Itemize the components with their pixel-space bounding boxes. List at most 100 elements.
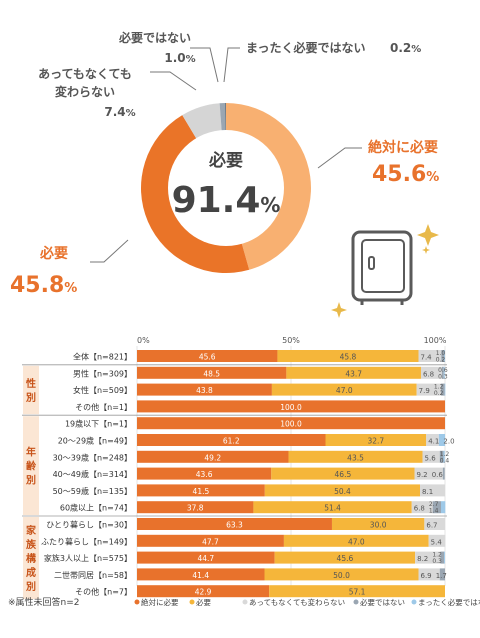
sparkle-icon <box>331 302 347 318</box>
leader-line-absolutely <box>318 148 362 168</box>
axis-tick-label: 0% <box>137 336 150 345</box>
label-not-at-all-name: まったく必要ではない <box>246 40 366 55</box>
bar-value-label: 32.7 <box>368 437 385 446</box>
bar-segment-not-at-all <box>441 501 445 513</box>
row-label: 19歳以下【n=1】 <box>65 419 132 429</box>
row-label: 男性【n=309】 <box>73 368 132 378</box>
row-label: 30～39歳【n=248】 <box>53 452 132 462</box>
bar-value-label: 8.1 <box>422 488 433 496</box>
bar-value-label: 49.2 <box>204 453 221 462</box>
bar-row: その他【n=1】100.0 <box>75 400 445 412</box>
bar-value-label: 44.7 <box>197 554 214 563</box>
bar-value-label: 4.1 <box>428 438 439 446</box>
bar-value-label: 0.3 <box>432 558 442 565</box>
bar-segment-not-at-all <box>444 552 445 564</box>
leader-line-either <box>150 72 196 90</box>
refrigerator-icon <box>353 232 411 305</box>
bar-value-label: 2.0 <box>443 438 454 446</box>
bar-value-label: 50.4 <box>334 487 351 496</box>
legend-label: あってもなくても変わらない <box>249 597 345 607</box>
legend-label: 絶対に必要 <box>141 597 179 607</box>
row-label: 50～59歳【n=135】 <box>53 486 132 496</box>
legend-label: まったく必要ではない <box>418 597 480 607</box>
axis-tick-label: 100% <box>424 336 447 345</box>
legend-marker <box>190 600 195 605</box>
leader-line-not-at-all <box>224 48 240 82</box>
row-label: 40～49歳【n=314】 <box>53 469 132 479</box>
bar-value-label: 6.8 <box>414 505 425 513</box>
bar-row: その他【n=7】 42.9 57.1 <box>75 585 445 597</box>
footnote: ※属性未回答n=2 <box>8 596 80 608</box>
legend-marker <box>354 600 359 605</box>
group-label-box <box>23 366 39 414</box>
bar-value-label: 48.5 <box>203 369 220 378</box>
bar-value-label: 0.4 <box>440 457 450 464</box>
label-absolutely-name: 絶対に必要 <box>368 139 438 156</box>
bar-value-label: 45.6 <box>337 554 354 563</box>
label-needed-name: 必要 <box>39 245 68 262</box>
bar-value-label: 30.0 <box>370 521 387 530</box>
legend-marker <box>243 600 248 605</box>
group-label: 年齢別 <box>25 446 37 487</box>
bar-value-label: 1.4 <box>429 508 439 515</box>
group-label: 家族構成別 <box>25 524 37 593</box>
bar-value-label: 0.2 <box>436 357 446 364</box>
bar-value-label: 8.2 <box>417 555 428 563</box>
row-label: その他【n=7】 <box>75 587 132 597</box>
legend-label: 必要 <box>196 597 211 607</box>
bar-value-label: 5.6 <box>425 454 437 462</box>
bar-value-label: 100.0 <box>280 420 302 429</box>
bar-value-label: 43.5 <box>347 453 364 462</box>
row-label: 全体【n=821】 <box>73 352 132 362</box>
label-not-needed-value: 1.0% <box>164 51 195 65</box>
bar-value-label: 45.6 <box>199 353 216 362</box>
legend-label: 必要ではない <box>360 597 405 607</box>
sparkle-icon <box>417 224 439 246</box>
bar-value-label: 0.2 <box>434 390 444 397</box>
label-not-needed-name: 必要ではない <box>118 30 191 45</box>
bar-value-label: 41.4 <box>192 571 209 580</box>
row-label: ひとり暮らし【n=30】 <box>46 520 132 530</box>
label-either-line2: 変わらない <box>55 84 115 99</box>
row-label: 家族3人以上【n=575】 <box>44 553 132 563</box>
bar-value-label: 57.1 <box>349 588 366 597</box>
legend-marker <box>412 600 417 605</box>
bar-value-label: 47.0 <box>336 386 353 395</box>
row-label: 60歳以上【n=74】 <box>60 503 132 513</box>
legend: 絶対に必要 必要 あってもなくても変わらない 必要ではない まったく必要ではない <box>135 597 480 607</box>
label-either-value: 7.4% <box>104 105 135 119</box>
bar-value-label: 100.0 <box>280 403 302 412</box>
label-absolutely-value: 45.6% <box>372 162 439 187</box>
bar-value-label: 43.7 <box>345 369 362 378</box>
bar-value-label: 6.8 <box>423 370 434 378</box>
label-needed-value: 45.8% <box>10 273 77 298</box>
row-label: 20～29歳【n=49】 <box>58 436 132 446</box>
bar-value-label: 9.2 <box>417 471 428 479</box>
bar-value-label: 63.3 <box>226 521 243 530</box>
bar-segment-not-at-all <box>445 384 446 396</box>
legend-marker <box>135 600 140 605</box>
bar-value-label: 47.0 <box>348 537 365 546</box>
sparkle-icon <box>422 246 430 254</box>
axis-tick-label: 50% <box>282 336 300 345</box>
bar-value-label: 45.8 <box>340 353 357 362</box>
bar-value-label: 51.4 <box>324 504 341 513</box>
bar-value-label: 37.8 <box>187 504 204 513</box>
bar-value-label: 42.9 <box>195 588 212 597</box>
bar-value-label: 5.4 <box>431 538 443 546</box>
row-label: 女性【n=509】 <box>73 385 132 395</box>
donut-center-label: 必要 <box>208 150 243 171</box>
bar-value-label: 1.7 <box>436 572 447 580</box>
